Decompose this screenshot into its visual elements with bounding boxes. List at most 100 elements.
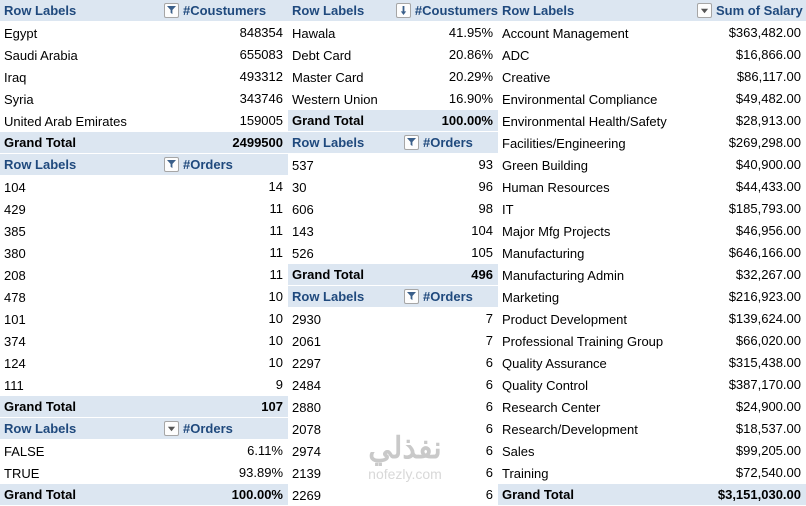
row-label-cell[interactable]: Research/Development [502,421,638,437]
grand-total-label-cell[interactable]: Grand Total [292,267,364,282]
row-value-cell[interactable]: $44,433.00 [735,179,801,194]
row-value-cell[interactable]: 9 [275,377,283,392]
row-value-cell[interactable]: 6 [485,377,493,392]
row-label-cell[interactable]: Marketing [502,289,560,305]
row-label-cell[interactable]: Account Management [502,25,629,41]
row-value-cell[interactable]: 6 [485,487,493,502]
row-label-cell[interactable]: 606 [292,201,314,217]
row-value-cell[interactable]: $24,900.00 [735,399,801,414]
row-label-cell[interactable]: Environmental Compliance [502,91,658,107]
grand-total-value-cell[interactable]: 100.00% [231,487,283,502]
row-value-cell[interactable]: $269,298.00 [728,135,801,150]
values-header-cell[interactable]: #Orders [423,135,473,150]
row-value-cell[interactable]: $28,913.00 [735,113,801,128]
row-label-cell[interactable]: Major Mfg Projects [502,223,611,239]
row-value-cell[interactable]: 6 [485,465,493,480]
filter-icon[interactable] [404,289,419,304]
row-value-cell[interactable]: 20.86% [448,47,493,62]
row-label-cell[interactable]: Quality Assurance [502,355,607,371]
row-label-cell[interactable]: 124 [4,355,26,371]
grand-total-value-cell[interactable]: $3,151,030.00 [717,487,801,502]
values-header-cell[interactable]: #Orders [183,421,233,436]
row-label-cell[interactable]: Iraq [4,69,27,85]
row-label-cell[interactable]: Facilities/Engineering [502,135,626,151]
row-label-cell[interactable]: 143 [292,223,314,239]
row-label-cell[interactable]: Professional Training Group [502,333,664,349]
row-value-cell[interactable]: $66,020.00 [735,333,801,348]
row-labels-header-cell[interactable]: Row Labels [288,132,420,153]
row-value-cell[interactable]: 41.95% [448,25,493,40]
filter-icon[interactable] [404,135,419,150]
grand-total-label-cell[interactable]: Grand Total [292,113,364,128]
grand-total-value-cell[interactable]: 2499500 [232,135,283,150]
row-label-cell[interactable]: 537 [292,157,314,173]
row-label-cell[interactable]: Creative [502,69,551,85]
row-label-cell[interactable]: 2078 [292,421,321,437]
values-header-cell[interactable]: #Orders [423,289,473,304]
row-value-cell[interactable]: 98 [478,201,493,216]
row-value-cell[interactable]: $32,267.00 [735,267,801,282]
grand-total-value-cell[interactable]: 496 [471,267,493,282]
row-value-cell[interactable]: 6.11% [247,443,283,458]
row-label-cell[interactable]: Master Card [292,69,364,85]
row-label-cell[interactable]: Hawala [292,25,336,41]
row-labels-header-cell[interactable]: Row Labels [288,286,420,307]
values-header-cell[interactable]: Sum of Salary [716,3,803,18]
row-label-cell[interactable]: 2061 [292,333,321,349]
row-label-cell[interactable]: 208 [4,267,26,283]
row-value-cell[interactable]: $18,537.00 [735,421,801,436]
row-value-cell[interactable]: 343746 [239,91,283,106]
row-label-cell[interactable]: Manufacturing Admin [502,267,625,283]
row-value-cell[interactable]: 11 [269,223,284,238]
row-label-cell[interactable]: 2974 [292,443,321,459]
row-value-cell[interactable]: 11 [269,245,284,260]
row-label-cell[interactable]: 478 [4,289,26,305]
row-value-cell[interactable]: 159005 [239,113,283,128]
row-label-cell[interactable]: 526 [292,245,314,261]
row-value-cell[interactable]: 16.90% [448,91,493,106]
row-label-cell[interactable]: ADC [502,47,530,63]
row-value-cell[interactable]: $139,624.00 [728,311,801,326]
row-label-cell[interactable]: Green Building [502,157,588,173]
row-value-cell[interactable]: $46,956.00 [735,223,801,238]
grand-total-label-cell[interactable]: Grand Total [4,135,76,150]
grand-total-value-cell[interactable]: 100.00% [441,113,493,128]
row-value-cell[interactable]: $86,117.00 [736,69,801,84]
row-label-cell[interactable]: Western Union [292,91,378,107]
row-label-cell[interactable]: Product Development [502,311,628,327]
row-value-cell[interactable]: $216,923.00 [728,289,801,304]
grand-total-label-cell[interactable]: Grand Total [4,399,76,414]
row-value-cell[interactable]: $363,482.00 [728,25,801,40]
row-value-cell[interactable]: 104 [471,223,493,238]
row-label-cell[interactable]: Quality Control [502,377,588,393]
row-label-cell[interactable]: 101 [4,311,26,327]
row-value-cell[interactable]: 7 [485,333,493,348]
row-value-cell[interactable]: 11 [269,201,284,216]
row-value-cell[interactable]: 14 [268,179,283,194]
row-value-cell[interactable]: $72,540.00 [735,465,801,480]
row-value-cell[interactable]: 10 [268,311,283,326]
row-labels-header-cell[interactable]: Row Labels [0,154,180,175]
row-label-cell[interactable]: Human Resources [502,179,610,195]
row-value-cell[interactable]: $387,170.00 [728,377,801,392]
row-value-cell[interactable]: 11 [269,267,284,282]
row-value-cell[interactable]: 10 [268,355,283,370]
grand-total-label-cell[interactable]: Grand Total [502,487,574,502]
row-value-cell[interactable]: 6 [485,399,493,414]
row-value-cell[interactable]: $49,482.00 [735,91,801,106]
row-label-cell[interactable]: 111 [4,377,24,393]
row-label-cell[interactable]: Manufacturing [502,245,585,261]
row-value-cell[interactable]: $185,793.00 [728,201,801,216]
row-value-cell[interactable]: 20.29% [448,69,493,84]
row-label-cell[interactable]: TRUE [4,465,40,481]
row-label-cell[interactable]: Egypt [4,25,38,41]
row-label-cell[interactable]: Training [502,465,549,481]
values-header-cell[interactable]: #Coustumers [183,3,267,18]
row-label-cell[interactable]: 385 [4,223,26,239]
row-label-cell[interactable]: 30 [292,179,307,195]
row-value-cell[interactable]: 93 [478,157,493,172]
row-label-cell[interactable]: Debt Card [292,47,352,63]
row-label-cell[interactable]: 374 [4,333,26,349]
values-header-cell[interactable]: #Orders [183,157,233,172]
values-header-cell[interactable]: #Coustumers [414,3,498,18]
